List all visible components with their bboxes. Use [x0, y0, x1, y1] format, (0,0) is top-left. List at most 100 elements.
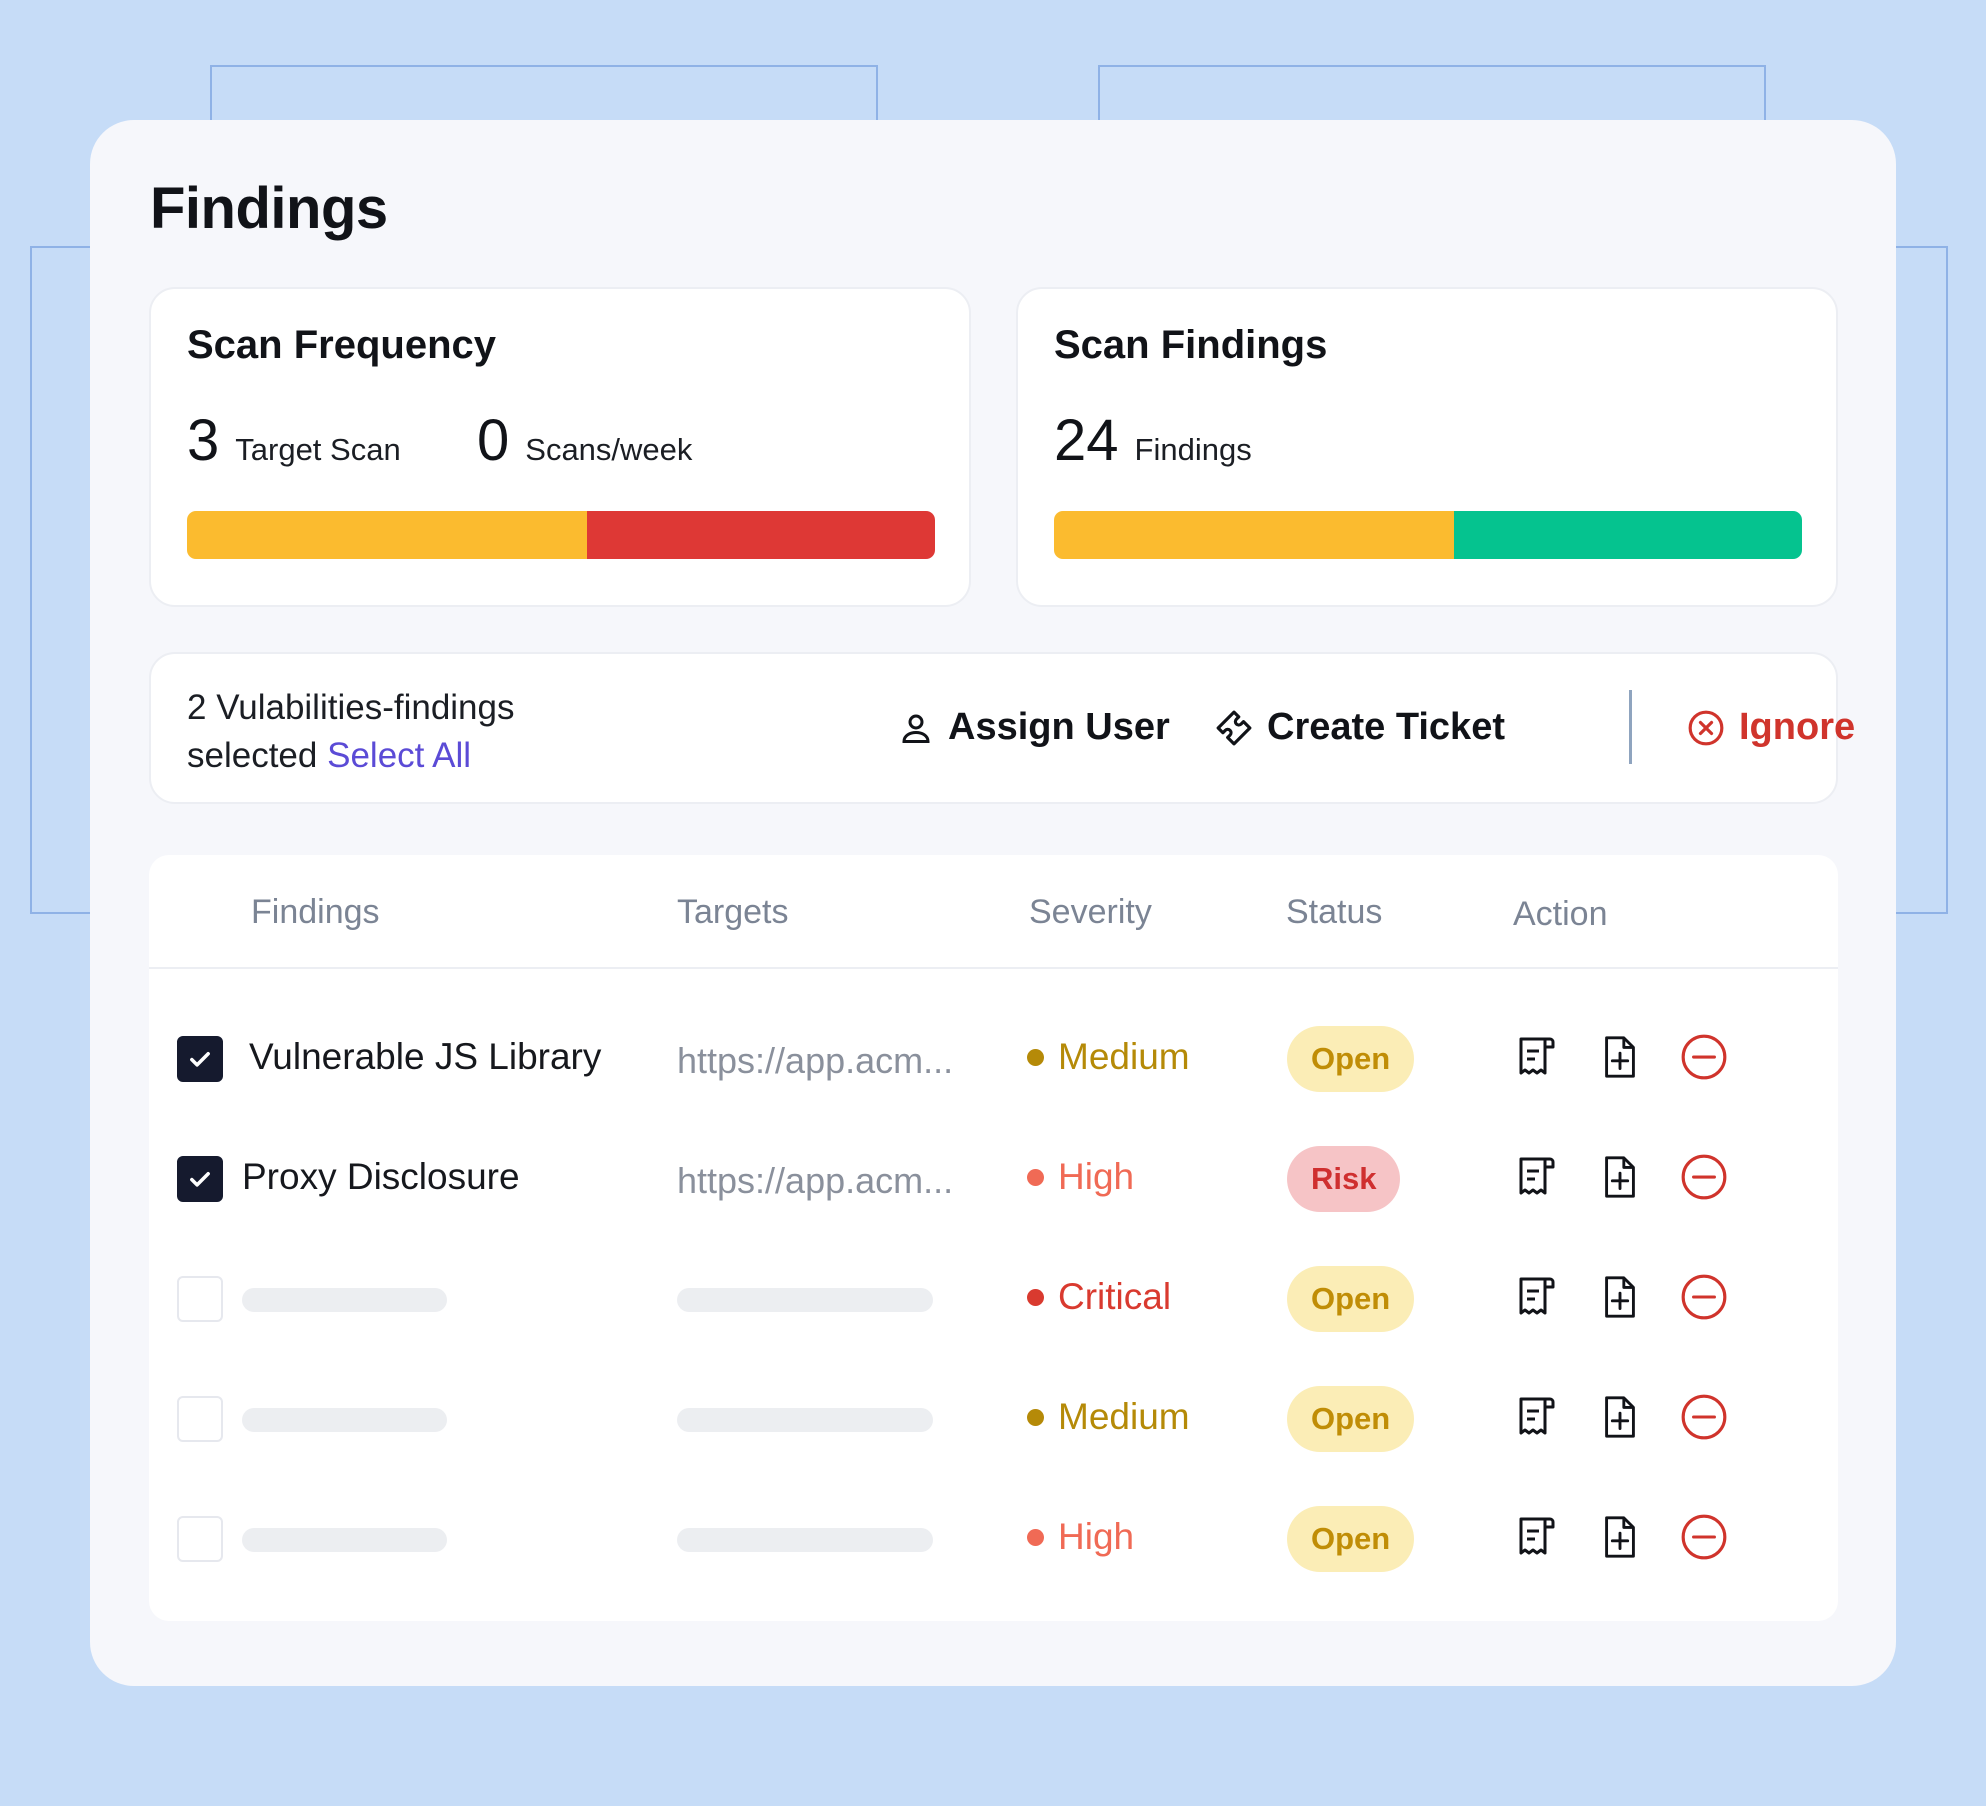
ignore-label: Ignore [1739, 706, 1856, 748]
remove-icon[interactable] [1679, 1032, 1729, 1082]
table-row[interactable]: High Open [149, 1478, 1838, 1598]
scans-per-week-stat: 0 Scans/week [477, 407, 692, 474]
selection-summary: 2 Vulabilities-findings selected Select … [187, 684, 607, 780]
card-title: Scan Findings [1054, 323, 1328, 367]
note-icon[interactable] [1513, 1513, 1561, 1561]
severity-dot [1027, 1168, 1044, 1186]
close-circle-icon [1688, 710, 1724, 745]
row-actions [1513, 1392, 1765, 1442]
header-targets[interactable]: Targets [677, 893, 789, 931]
selection-suffix: selected [187, 736, 318, 775]
severity-dot [1027, 1528, 1044, 1546]
severity-text: Critical [1058, 1276, 1172, 1317]
severity-dot [1027, 1288, 1044, 1306]
remove-icon[interactable] [1679, 1152, 1729, 1202]
background-frame [210, 65, 878, 145]
severity-text: High [1058, 1156, 1135, 1197]
status-badge: Open [1287, 1386, 1415, 1452]
check-icon [186, 1045, 214, 1073]
stat-value: 0 [477, 408, 510, 473]
background-frame [1098, 65, 1766, 145]
add-file-icon[interactable] [1597, 1514, 1643, 1560]
remove-icon[interactable] [1679, 1272, 1729, 1322]
header-findings[interactable]: Findings [251, 893, 380, 931]
note-icon[interactable] [1513, 1273, 1561, 1321]
note-icon[interactable] [1513, 1153, 1561, 1201]
target-url[interactable]: https://app.acm... [677, 1040, 954, 1081]
row-checkbox[interactable] [177, 1516, 223, 1562]
row-actions [1513, 1512, 1765, 1562]
severity-text: High [1058, 1516, 1135, 1557]
target-placeholder [677, 1528, 933, 1552]
create-ticket-button[interactable]: Create Ticket [1215, 706, 1505, 749]
row-checkbox[interactable] [177, 1396, 223, 1442]
finding-placeholder [242, 1408, 447, 1432]
add-file-icon[interactable] [1597, 1394, 1643, 1440]
scan-frequency-card: Scan Frequency 3 Target Scan 0 Scans/wee… [149, 287, 971, 607]
table-row[interactable]: Proxy Disclosure https://app.acm... High Ri… [149, 1118, 1838, 1238]
row-checkbox[interactable] [177, 1156, 223, 1202]
user-icon [902, 714, 930, 743]
target-placeholder [677, 1288, 933, 1312]
severity-dot [1027, 1048, 1044, 1066]
table-header: Findings Targets Severity Status Action [149, 855, 1838, 969]
row-checkbox[interactable] [177, 1036, 223, 1082]
check-icon [186, 1165, 214, 1193]
severity-label: Medium [1027, 1036, 1190, 1078]
remove-icon[interactable] [1679, 1512, 1729, 1562]
selection-count: 2 Vulabilities-findings [187, 688, 515, 727]
table-row[interactable]: Medium Open [149, 1358, 1838, 1478]
findings-table: Findings Targets Severity Status Action … [149, 855, 1838, 1621]
bar-segment [1054, 511, 1455, 559]
assign-user-button[interactable]: Assign User [898, 706, 1170, 749]
findings-stat: 24 Findings [1054, 407, 1252, 474]
card-title: Scan Frequency [187, 323, 497, 367]
finding-name[interactable]: Proxy Disclosure [242, 1156, 520, 1197]
row-checkbox[interactable] [177, 1276, 223, 1322]
page-title: Findings [150, 176, 388, 241]
scan-findings-bar [1054, 511, 1802, 559]
scan-frequency-bar [187, 511, 935, 559]
severity-dot [1027, 1408, 1044, 1426]
severity-label: Medium [1027, 1396, 1190, 1438]
bar-segment [1454, 511, 1802, 559]
note-icon[interactable] [1513, 1393, 1561, 1441]
background-frame [1876, 246, 1948, 914]
stat-label: Scans/week [525, 432, 693, 467]
status-badge: Open [1287, 1026, 1415, 1092]
table-row[interactable]: Vulnerable JS Library https://app.acm... M… [149, 998, 1838, 1118]
bar-segment [587, 511, 935, 559]
stat-value: 3 [187, 408, 220, 473]
severity-text: Medium [1058, 1396, 1190, 1437]
background-frame [30, 246, 110, 914]
remove-icon[interactable] [1679, 1392, 1729, 1442]
ticket-icon [1216, 710, 1252, 745]
finding-placeholder [242, 1528, 447, 1552]
add-file-icon[interactable] [1597, 1154, 1643, 1200]
status-badge: Open [1287, 1266, 1415, 1332]
finding-placeholder [242, 1288, 447, 1312]
row-actions [1513, 1032, 1765, 1082]
status-badge: Risk [1287, 1146, 1401, 1212]
target-scan-stat: 3 Target Scan [187, 407, 401, 474]
status-badge: Open [1287, 1506, 1415, 1572]
stat-label: Target Scan [235, 432, 401, 467]
header-severity[interactable]: Severity [1029, 893, 1152, 931]
header-status[interactable]: Status [1286, 893, 1383, 931]
row-actions [1513, 1152, 1765, 1202]
stat-label: Findings [1134, 432, 1252, 467]
note-icon[interactable] [1513, 1033, 1561, 1081]
target-url[interactable]: https://app.acm... [677, 1160, 954, 1201]
select-all-link[interactable]: Select All [327, 736, 472, 775]
ignore-button[interactable]: Ignore [1687, 706, 1855, 749]
severity-label: Critical [1027, 1276, 1171, 1318]
table-row[interactable]: Critical Open [149, 1238, 1838, 1358]
finding-name[interactable]: Vulnerable JS Library [249, 1036, 602, 1077]
add-file-icon[interactable] [1597, 1034, 1643, 1080]
assign-user-label: Assign User [948, 706, 1170, 748]
row-actions [1513, 1272, 1765, 1322]
header-action: Action [1513, 895, 1608, 933]
add-file-icon[interactable] [1597, 1274, 1643, 1320]
create-ticket-label: Create Ticket [1267, 706, 1505, 748]
severity-text: Medium [1058, 1036, 1190, 1077]
